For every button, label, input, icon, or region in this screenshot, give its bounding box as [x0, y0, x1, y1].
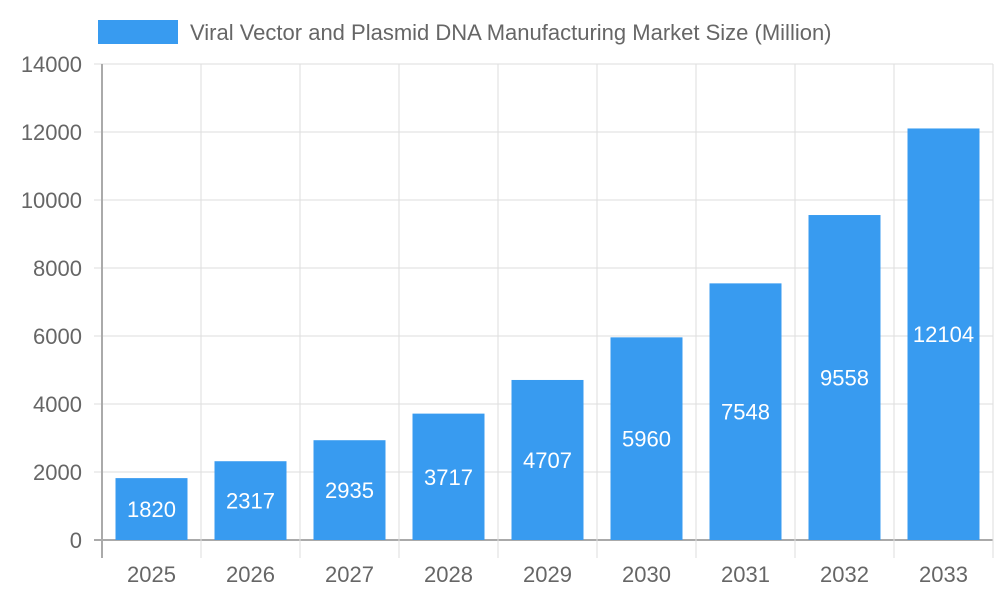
x-tick-label: 2030: [622, 562, 671, 587]
y-tick-label: 10000: [21, 188, 82, 213]
data-label: 2317: [226, 489, 275, 514]
y-tick-label: 0: [70, 528, 82, 553]
y-tick-label: 6000: [33, 324, 82, 349]
x-tick-label: 2031: [721, 562, 770, 587]
bar: [907, 128, 980, 541]
bar: [511, 379, 584, 540]
x-tick-label: 2028: [424, 562, 473, 587]
y-tick-label: 4000: [33, 392, 82, 417]
bar: [610, 337, 683, 540]
axes: 0 2000 4000 6000 8000 10000 12000 14000 2025 2026…: [21, 52, 968, 587]
bar: [709, 283, 782, 540]
x-tick-label: 2025: [127, 562, 176, 587]
data-label: 7548: [721, 400, 770, 425]
x-tick-label: 2033: [919, 562, 968, 587]
legend[interactable]: Viral Vector and Plasmid DNA Manufacturi…: [98, 20, 832, 45]
y-tick-label: 8000: [33, 256, 82, 281]
y-tick-label: 12000: [21, 120, 82, 145]
bar: [115, 478, 188, 540]
data-label: 2935: [325, 478, 374, 503]
grid: [94, 63, 994, 558]
legend-label: Viral Vector and Plasmid DNA Manufacturi…: [190, 20, 832, 45]
x-tick-label: 2029: [523, 562, 572, 587]
bars: 1820 2317 2935 3717 4707 5960 7548 9558 12104: [115, 128, 980, 541]
x-tick-label: 2032: [820, 562, 869, 587]
bar: [808, 215, 881, 540]
legend-swatch: [98, 20, 178, 44]
data-label: 5960: [622, 427, 671, 452]
y-tick-label: 2000: [33, 460, 82, 485]
bar: [214, 461, 287, 540]
y-tick-label: 14000: [21, 52, 82, 77]
x-tick-label: 2026: [226, 562, 275, 587]
bar: [313, 440, 386, 540]
data-label: 12104: [913, 322, 974, 347]
data-label: 1820: [127, 497, 176, 522]
data-label: 3717: [424, 465, 473, 490]
data-label: 9558: [820, 366, 869, 391]
x-tick-label: 2027: [325, 562, 374, 587]
data-label: 4707: [523, 448, 572, 473]
bar: [412, 413, 485, 540]
